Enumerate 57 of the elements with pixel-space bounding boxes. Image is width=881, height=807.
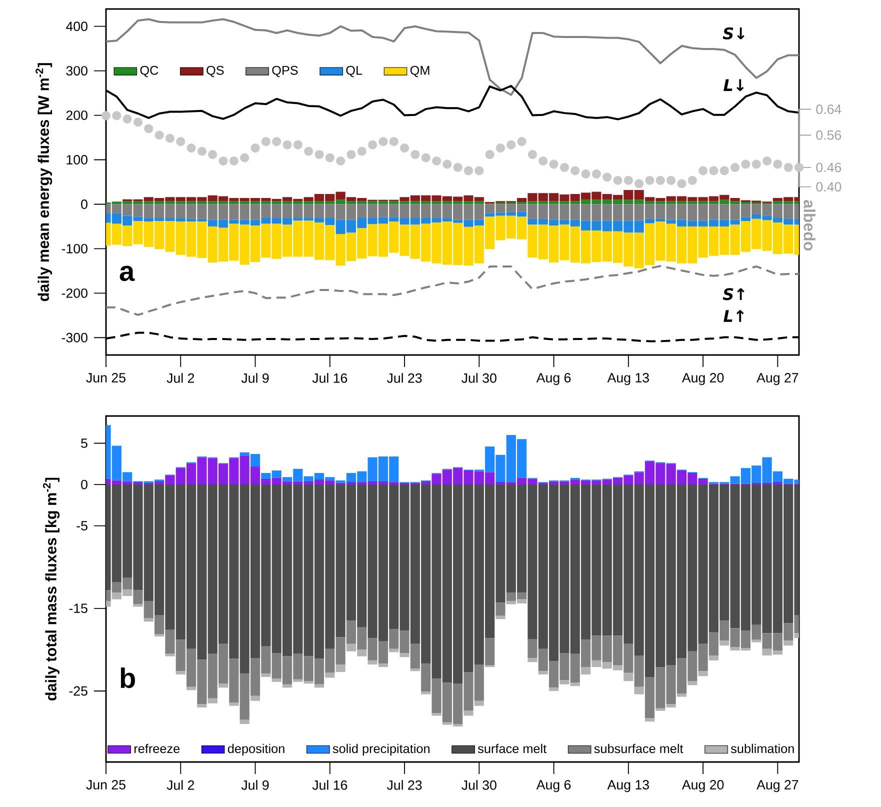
y2-tick-label: 0.46 bbox=[816, 162, 842, 172]
legend-label: QM bbox=[410, 66, 430, 78]
x-tick-label: Jul 16 bbox=[312, 780, 348, 790]
series-label: L↑ bbox=[724, 310, 744, 322]
x-tick-label: Aug 27 bbox=[756, 373, 798, 386]
y-tick-label: 100 bbox=[66, 155, 88, 164]
x-tick-label: Jul 2 bbox=[166, 780, 194, 790]
legend-label: surface melt bbox=[478, 744, 546, 754]
legend-label: refreeze bbox=[134, 744, 180, 754]
y-tick-label: 0 bbox=[81, 480, 88, 490]
y-tick-label: -5 bbox=[76, 521, 88, 530]
x-tick-label: Jul 23 bbox=[386, 373, 422, 383]
x-tick-label: Jun 25 bbox=[86, 780, 126, 790]
x-tick-label: Jul 30 bbox=[462, 373, 496, 383]
legend-label: sublimation bbox=[730, 744, 794, 754]
x-tick-label: Jul 9 bbox=[241, 780, 269, 790]
series-label: S↑ bbox=[722, 288, 744, 300]
x-tick-label: Aug 6 bbox=[536, 780, 571, 792]
x-tick-label: Jul 9 bbox=[241, 373, 269, 383]
legend-label: solid precipitation bbox=[332, 744, 430, 756]
y-tick-label: 400 bbox=[66, 22, 88, 32]
x-tick-label: Jul 30 bbox=[462, 780, 496, 790]
y2-tick-label: 0.64 bbox=[816, 104, 842, 114]
y-tick-label: -200 bbox=[62, 288, 88, 298]
series-label: S↓ bbox=[722, 27, 744, 40]
y-tick-label: -25 bbox=[69, 686, 88, 696]
x-tick-label: Aug 13 bbox=[607, 780, 649, 792]
legend-label: QC bbox=[140, 66, 158, 78]
y-tick-label: 300 bbox=[66, 66, 88, 76]
y2-axis-title: albedo bbox=[804, 200, 816, 251]
y-axis-title: daily mean energy fluxes [W m$^{-2}$] bbox=[36, 63, 52, 302]
x-tick-label: Jul 16 bbox=[312, 373, 348, 383]
x-tick-label: Aug 6 bbox=[536, 373, 571, 386]
legend-label: QL bbox=[346, 66, 362, 78]
legend-label: QPS bbox=[272, 66, 298, 78]
y-tick-label: -15 bbox=[69, 604, 88, 614]
x-tick-label: Aug 20 bbox=[682, 780, 724, 792]
x-tick-label: Aug 20 bbox=[682, 373, 724, 386]
y-tick-label: -100 bbox=[62, 244, 88, 254]
y-tick-label: -300 bbox=[62, 332, 88, 342]
series-label: L↓ bbox=[724, 79, 744, 92]
x-tick-label: Aug 27 bbox=[756, 780, 798, 792]
x-tick-label: Jun 25 bbox=[86, 373, 126, 382]
y2-tick-label: 0.56 bbox=[816, 130, 842, 140]
y2-tick-label: 0.40 bbox=[816, 182, 842, 192]
y-tick-label: 200 bbox=[66, 110, 88, 120]
x-tick-label: Jul 2 bbox=[166, 373, 194, 383]
legend-label: QS bbox=[206, 66, 224, 78]
annotation: b bbox=[120, 668, 135, 688]
x-tick-label: Aug 13 bbox=[607, 373, 649, 386]
y-tick-label: 0 bbox=[81, 200, 88, 209]
legend-label: deposition bbox=[228, 744, 284, 756]
legend-label: subsurface melt bbox=[594, 744, 684, 754]
x-tick-label: Jul 23 bbox=[386, 780, 422, 790]
annotation: a bbox=[120, 266, 135, 282]
y-tick-label: 5 bbox=[81, 438, 88, 448]
y-axis-title: daily total mass fluxes [kg m$^{-2}$] bbox=[42, 478, 60, 700]
